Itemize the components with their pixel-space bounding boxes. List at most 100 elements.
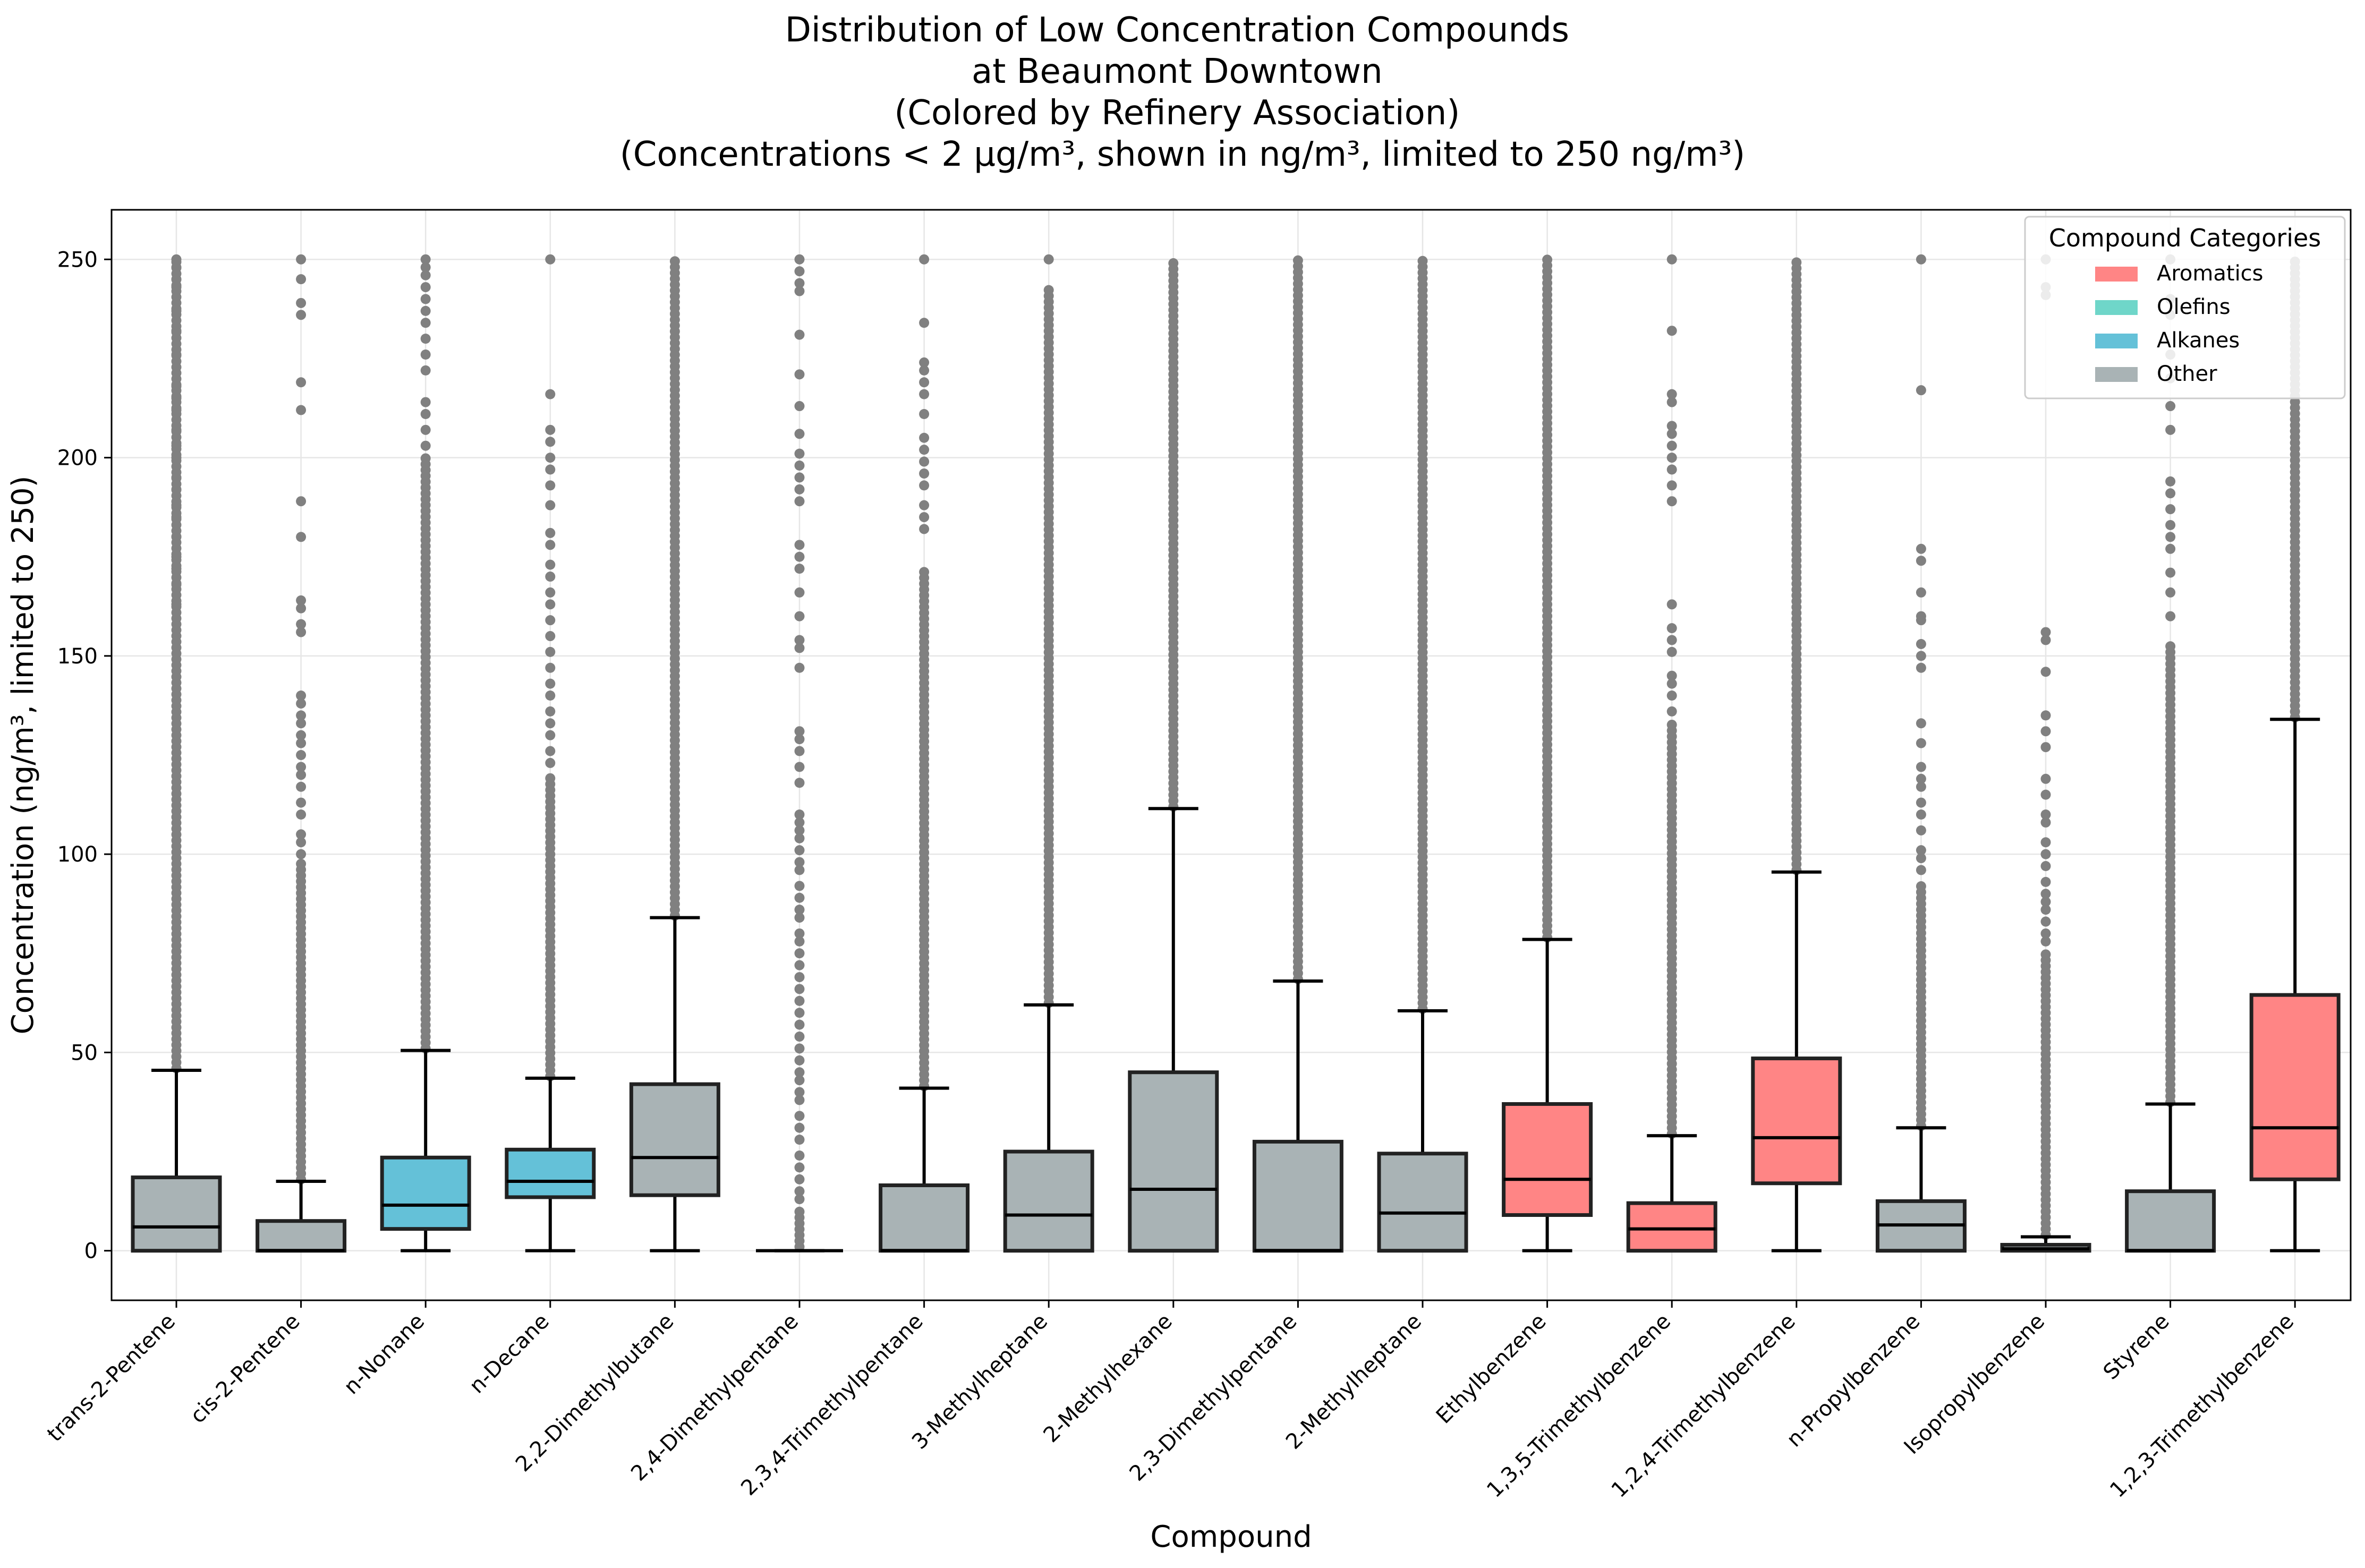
outlier-point [2165,476,2176,487]
outlier-point [2040,742,2051,753]
outlier-point [1666,691,1677,701]
legend-swatch [2095,367,2138,382]
outlier-point [794,746,805,756]
outlier-point [420,408,431,419]
outlier-point [1666,670,1677,681]
outlier-point [794,1055,805,1066]
legend-label: Olefins [2157,295,2231,319]
outlier-point [2165,401,2176,412]
box-iqr [2125,1189,2216,1253]
outlier-point [2040,773,2051,784]
outlier-point [545,527,556,538]
outlier-point [1666,421,1677,431]
outlier-point [1666,429,1677,439]
outlier-point [794,809,805,820]
outlier-point [420,318,431,328]
legend-swatch [2095,334,2138,348]
outlier-point [1916,881,1926,892]
outlier-point [794,857,805,867]
outlier-point [2040,949,2051,960]
y-tick-label: 50 [71,1041,98,1065]
outlier-point [545,662,556,673]
y-tick-label: 200 [57,446,98,471]
outlier-point [2165,543,2176,554]
outlier-point [919,318,930,328]
outlier-point [1916,385,1926,396]
outlier-point [794,429,805,439]
outlier-point [171,282,182,293]
outlier-point [296,750,307,760]
outlier-point [2165,567,2176,578]
outlier-point [1666,480,1677,491]
outlier-point [794,401,805,412]
outlier-point [2040,789,2051,800]
outlier-point [171,484,182,495]
outlier-point [794,995,805,1006]
outlier-point [794,881,805,891]
outlier-point [1916,865,1926,875]
outlier-point [919,524,930,534]
outlier-point [1916,773,1926,784]
outlier-point [794,1095,805,1105]
outlier-point [794,948,805,959]
outlier-point [794,1151,805,1161]
outlier-point [296,297,307,308]
outlier-point [2165,611,2176,621]
outlier-point [1916,611,1926,621]
outlier-point [794,461,805,471]
outlier-point [1666,440,1677,451]
outlier-point [1043,285,1054,295]
outlier-point [545,718,556,729]
outlier-point [171,599,182,610]
outlier-point [794,329,805,340]
box-iqr [879,1183,970,1253]
outlier-point [2040,861,2051,872]
outlier-point [296,619,307,629]
outlier-point [2165,532,2176,542]
outlier-point [1292,255,1303,266]
outlier-point [1666,623,1677,634]
outlier-point [794,551,805,562]
outlier-point [2165,504,2176,515]
outlier-point [2040,837,2051,848]
outlier-point [794,936,805,947]
outlier-point [296,809,307,820]
outlier-point [545,424,556,435]
box-iqr [629,1082,720,1197]
outlier-point [296,781,307,792]
outlier-point [2040,905,2051,915]
outlier-point [794,1206,805,1217]
outlier-point [794,1174,805,1184]
outlier-point [171,579,182,590]
outlier-point [420,453,431,464]
outlier-point [794,1019,805,1030]
outlier-point [2040,936,2051,947]
outlier-point [420,349,431,360]
outlier-point [171,254,182,265]
outlier-point [1916,556,1926,566]
outlier-point [1666,464,1677,475]
legend-entries: Aromatics Olefins Alkanes Other [2095,261,2264,386]
outlier-point [1666,254,1677,265]
outlier-point [794,734,805,745]
outlier-point [794,564,805,574]
outlier-point [1916,762,1926,772]
legend-swatch [2095,267,2138,282]
outlier-point [171,424,182,435]
chart-title-line-1: Distribution of Low Concentration Compou… [785,11,1569,50]
outlier-point [545,389,556,399]
outlier-point [1542,254,1553,265]
outlier-point [420,305,431,316]
legend-swatch [2095,300,2138,315]
box-iqr [505,1147,596,1199]
outlier-point [2040,726,2051,737]
outlier-point [794,1186,805,1197]
outlier-point [2040,817,2051,828]
outlier-point [2040,627,2051,637]
outlier-point [171,453,182,463]
outlier-point [794,472,805,483]
outlier-point [545,572,556,582]
outlier-point [296,254,307,265]
outlier-point [296,691,307,701]
outlier-point [794,278,805,288]
